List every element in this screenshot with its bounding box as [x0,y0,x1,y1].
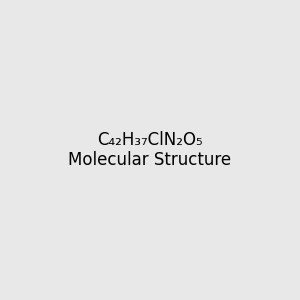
Text: C₄₂H₃₇ClN₂O₅
Molecular Structure: C₄₂H₃₇ClN₂O₅ Molecular Structure [68,130,232,170]
